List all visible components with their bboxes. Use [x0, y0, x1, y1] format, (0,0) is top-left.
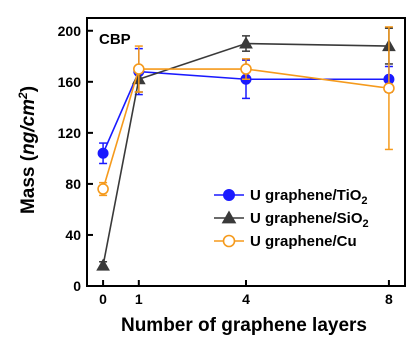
- legend-label: U graphene/Cu: [250, 233, 357, 250]
- y-axis-title-unit: ng/cm: [18, 99, 39, 155]
- y-tick-label: 120: [58, 125, 82, 141]
- series-group: [96, 26, 396, 271]
- y-tick-label: 80: [65, 176, 81, 192]
- data-point: [383, 82, 395, 94]
- legend-marker: [222, 234, 236, 248]
- y-tick-label: 160: [58, 74, 82, 90]
- data-point: [97, 147, 109, 159]
- legend-label-name: U graphene/Cu: [250, 233, 357, 250]
- legend-item-1: U graphene/SiO2: [214, 210, 369, 230]
- series-line: [102, 68, 390, 190]
- y-axis-title-sup: 2: [16, 92, 30, 100]
- x-tick-label: 4: [242, 291, 250, 307]
- legend-label-name: U graphene/SiO: [250, 210, 363, 227]
- legend-marker: [223, 189, 235, 201]
- legend-item-2: U graphene/Cu: [214, 233, 357, 250]
- legend-label-name: U graphene/TiO: [250, 187, 362, 204]
- y-tick-label: 40: [65, 227, 81, 243]
- series-line: [102, 42, 389, 266]
- y-tick-label: 200: [58, 23, 82, 39]
- x-tick-label: 1: [135, 291, 143, 307]
- data-point: [96, 258, 110, 271]
- legend-label-subscript: 2: [363, 218, 369, 230]
- panel-label: CBP: [99, 31, 131, 48]
- x-tick-label: 8: [385, 291, 393, 307]
- y-axis-title: Mass (ng/cm2): [16, 86, 39, 214]
- data-point: [240, 63, 252, 75]
- y-tick-label: 0: [73, 278, 81, 294]
- x-tick-label: 0: [99, 291, 107, 307]
- legend-label-subscript: 2: [361, 195, 367, 207]
- data-point: [239, 36, 253, 49]
- data-point: [133, 63, 145, 75]
- y-axis-title-main: Mass (: [18, 154, 39, 214]
- legend-label: U graphene/SiO2: [250, 210, 369, 230]
- data-point: [97, 183, 109, 195]
- legend-label: U graphene/TiO2: [250, 187, 368, 207]
- axis-ticks: 0 40 80 120 160 200 0 1 4 8: [58, 23, 393, 307]
- series-2: [97, 26, 395, 197]
- x-axis-title: Number of graphene layers: [121, 315, 367, 336]
- y-axis-title-close: ): [18, 86, 39, 92]
- legend-marker: [221, 210, 237, 224]
- legend-item-0: U graphene/TiO2: [214, 187, 368, 207]
